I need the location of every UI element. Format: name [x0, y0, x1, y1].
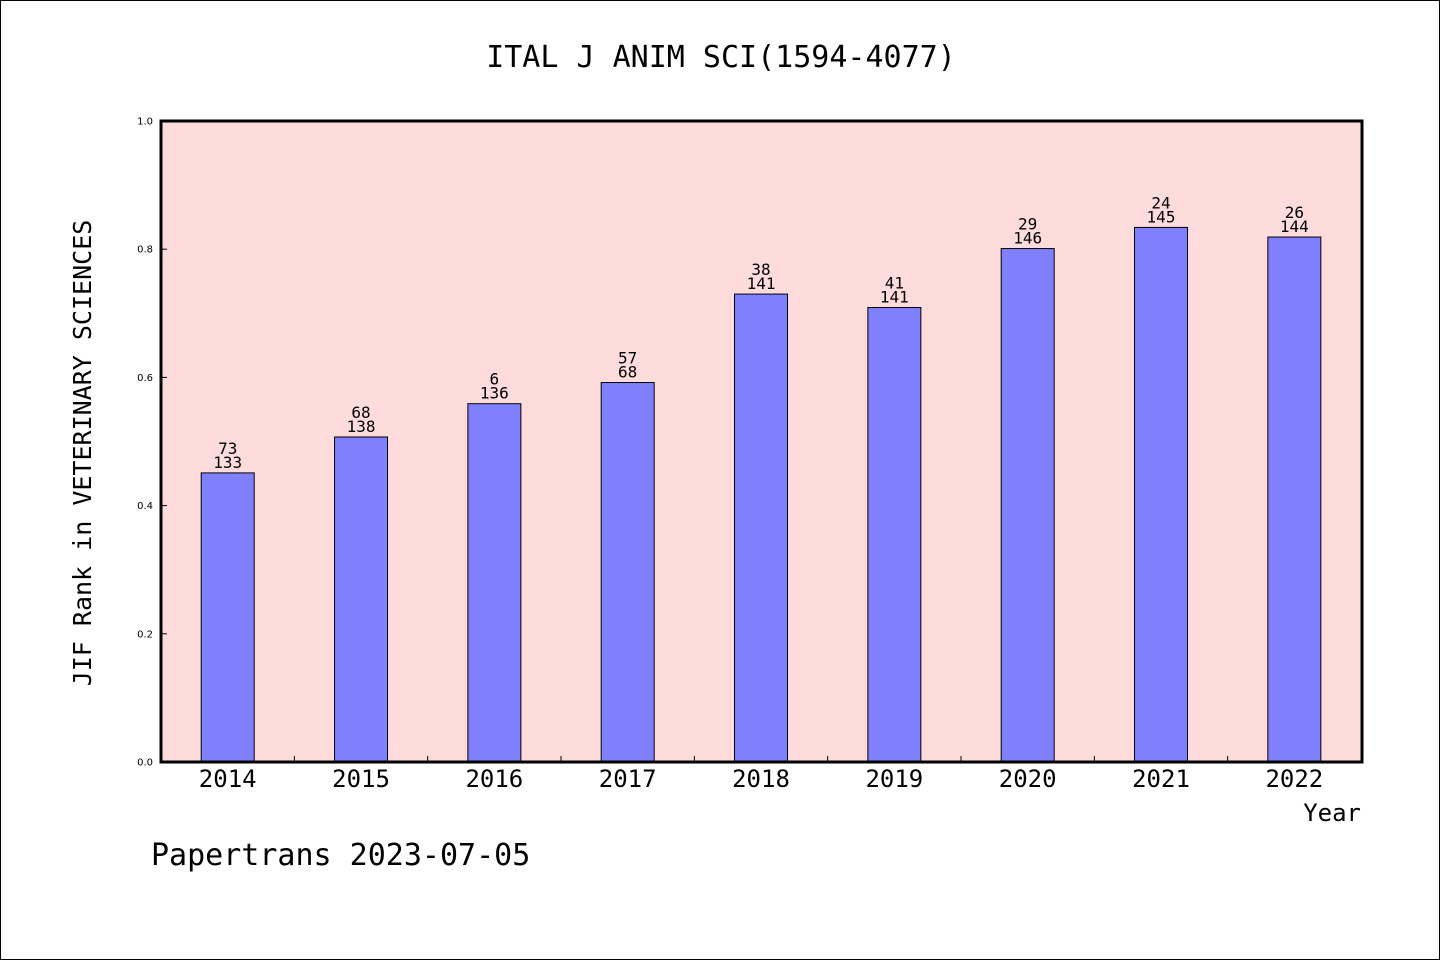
footer-text: Papertrans 2023-07-05 — [151, 838, 530, 873]
bar — [467, 403, 522, 763]
plot-border — [159, 119, 1364, 764]
bar — [867, 307, 922, 763]
bar-total-label: 133 — [213, 453, 242, 472]
bar-total-label: 145 — [1147, 207, 1176, 226]
bar — [1134, 226, 1189, 763]
bar-rank-label: 29 — [1018, 215, 1037, 234]
x-tick-label: 2014 — [199, 765, 257, 793]
bar — [1000, 248, 1055, 763]
bar — [734, 293, 789, 763]
bar-rank-label: 6 — [490, 370, 500, 389]
bar — [1267, 236, 1322, 763]
chart-title: ITAL J ANIM SCI(1594-4077) — [486, 40, 956, 75]
x-tick-label: 2016 — [465, 765, 523, 793]
x-tick-label: 2015 — [332, 765, 390, 793]
bar-total-label: 68 — [618, 363, 637, 382]
y-tick-label: 0.6 — [137, 373, 153, 384]
bar-rank-label: 26 — [1285, 203, 1304, 222]
bar-rank-label: 57 — [618, 349, 637, 368]
bar-total-label: 141 — [880, 288, 909, 307]
bar — [600, 382, 655, 763]
x-axis-label: Year — [1303, 799, 1361, 827]
bar — [334, 436, 389, 763]
y-tick-label: 0.4 — [137, 501, 153, 512]
bar-rank-label: 41 — [885, 274, 904, 293]
y-tick-label: 1.0 — [137, 117, 153, 128]
x-tick-label: 2020 — [999, 765, 1057, 793]
x-tick-label: 2021 — [1132, 765, 1190, 793]
y-tick-label: 0.8 — [137, 245, 153, 256]
x-tick-label: 2019 — [865, 765, 923, 793]
bar-rank-label: 38 — [751, 260, 770, 279]
bar-total-label: 141 — [747, 274, 776, 293]
bar-total-label: 146 — [1013, 229, 1042, 248]
x-tick-label: 2017 — [599, 765, 657, 793]
y-axis-label: JIF Rank in VETERINARY SCIENCES — [68, 220, 97, 687]
x-axis-ticks: 2014 2015 2016 2017 2018 2019 2020 2021 2022 — [199, 756, 1323, 793]
x-tick-label: 2022 — [1265, 765, 1323, 793]
bar-total-label: 138 — [347, 417, 376, 436]
y-tick-label: 0.2 — [137, 629, 153, 640]
bar-rank-label: 68 — [351, 403, 370, 422]
y-tick-label: 0.0 — [137, 758, 153, 769]
bar-rank-label: 24 — [1151, 193, 1170, 212]
bar-rank-label: 73 — [218, 439, 237, 458]
bar — [200, 472, 255, 763]
bar-total-label: 136 — [480, 384, 509, 403]
x-tick-label: 2018 — [732, 765, 790, 793]
bars-group — [200, 226, 1322, 763]
bar-total-label: 144 — [1280, 217, 1309, 236]
